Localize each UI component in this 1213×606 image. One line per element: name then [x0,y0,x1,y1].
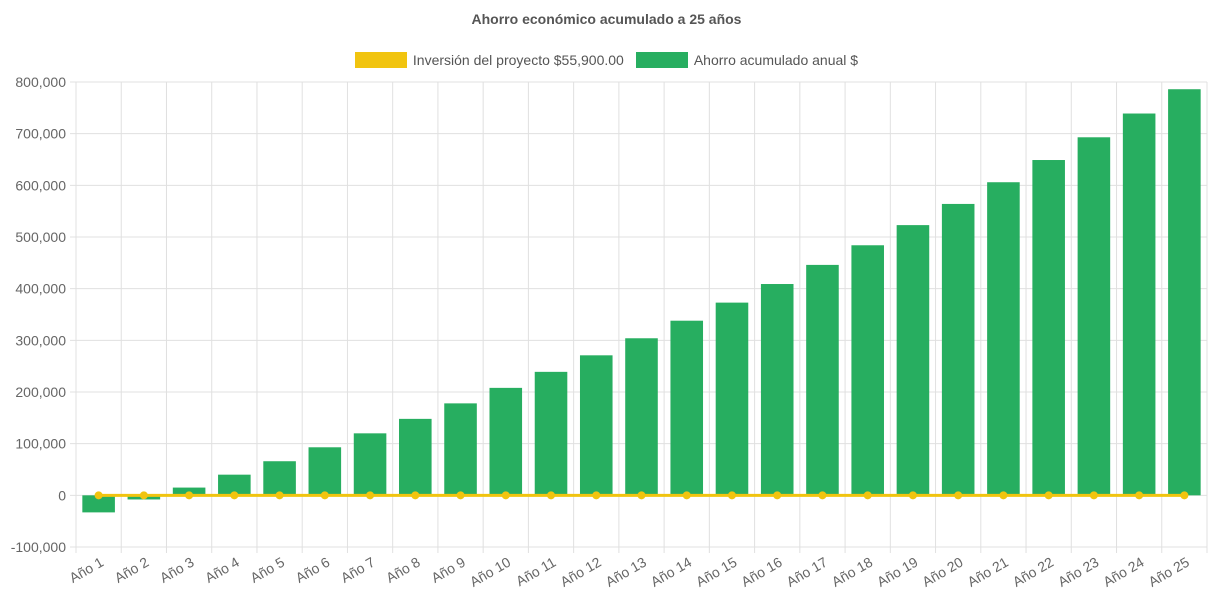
bars [82,89,1201,513]
investment-point [863,491,872,500]
investment-point [275,491,284,500]
bar [715,302,749,496]
investment-point [637,491,646,500]
y-tick-label: 200,000 [15,384,66,400]
y-tick-label: 100,000 [15,436,66,452]
chart-title: Ahorro económico acumulado a 25 años [471,11,742,27]
x-tick-label: Año 14 [648,554,695,590]
x-tick-label: Año 22 [1010,554,1057,590]
y-tick-label: 0 [58,487,66,503]
bar [444,403,477,496]
bar [670,320,704,496]
legend-label-savings: Ahorro acumulado anual $ [693,52,859,68]
x-tick-label: Año 3 [157,554,197,586]
legend: Inversión del proyecto $55,900.00 Ahorro… [0,52,1213,68]
bar [987,182,1020,496]
x-tick-label: Año 6 [293,554,333,586]
bar [308,447,342,496]
x-tick-label: Año 11 [513,554,559,590]
x-tick-label: Año 2 [112,554,152,586]
x-tick-label: Año 21 [964,554,1011,590]
investment-point [1180,491,1189,500]
bar [579,355,613,496]
x-tick-label: Año 5 [247,554,287,586]
investment-point [954,491,963,500]
x-tick-label: Año 23 [1055,554,1102,590]
investment-point [1135,491,1144,500]
bar [941,203,975,496]
y-tick-label: 500,000 [15,229,66,245]
legend-swatch-investment [354,52,407,68]
bar [1077,137,1111,496]
x-tick-label: Año 18 [829,554,876,590]
x-tick-label: Año 10 [467,554,514,590]
y-tick-label: 700,000 [15,126,66,142]
x-tick-label: Año 4 [202,554,242,586]
investment-point [682,491,691,500]
investment-point [908,491,917,500]
bar [218,474,251,496]
investment-point [1044,491,1053,500]
x-tick-label: Año 9 [428,554,468,586]
bar [1168,89,1201,496]
y-tick-label: 300,000 [15,332,66,348]
y-tick-label: 400,000 [15,281,66,297]
bar [399,418,432,496]
x-tick-label: Año 24 [1100,554,1147,590]
bar [851,245,884,496]
investment-point [773,491,782,500]
bar [82,495,115,513]
x-tick-label: Año 13 [603,554,650,590]
investment-point [727,491,736,500]
investment-point [501,491,510,500]
investment-point [230,491,239,500]
investment-point [1089,491,1098,500]
investment-point [592,491,601,500]
x-tick-label: Año 17 [784,554,831,590]
x-tick-label: Año 8 [383,554,423,586]
investment-point [139,491,148,500]
bar [1122,113,1156,496]
bar [263,461,296,496]
bar [534,371,568,496]
bar [625,338,658,496]
bar [489,387,523,496]
y-tick-label: -100,000 [11,539,66,555]
investment-point [94,491,103,500]
x-tick-label: Año 19 [874,554,921,590]
investment-line [94,491,1189,500]
x-tick-label: Año 7 [338,554,378,586]
x-tick-label: Año 20 [919,554,966,590]
legend-swatch-savings [635,52,688,68]
investment-point [999,491,1008,500]
bar [896,225,930,496]
legend-item-investment[interactable]: Inversión del proyecto $55,900.00 [354,52,624,68]
x-tick-label: Año 16 [738,554,785,590]
bar [806,264,839,496]
x-tick-label: Año 25 [1145,554,1192,590]
investment-point [818,491,827,500]
investment-point [185,491,194,500]
investment-point [456,491,465,500]
investment-point [547,491,556,500]
y-tick-label: 600,000 [15,177,66,193]
investment-point [366,491,375,500]
legend-item-savings[interactable]: Ahorro acumulado anual $ [635,52,859,68]
investment-point [411,491,420,500]
bar [353,433,387,496]
investment-point [320,491,329,500]
y-tick-label: 800,000 [15,74,66,90]
x-tick-label: Año 1 [66,554,106,586]
legend-label-investment: Inversión del proyecto $55,900.00 [412,52,624,68]
bar [760,284,794,496]
bar [1032,160,1065,496]
x-tick-label: Año 12 [557,554,604,590]
x-tick-label: Año 15 [693,554,740,590]
